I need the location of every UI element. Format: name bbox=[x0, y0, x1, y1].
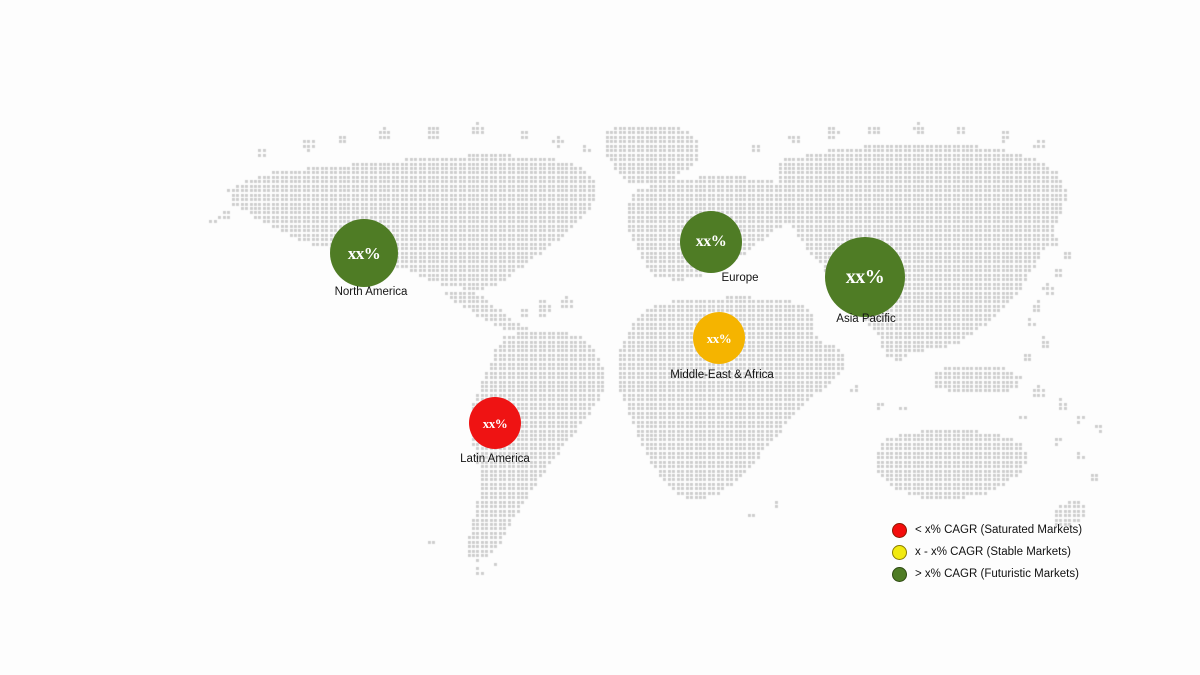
legend-item-label: < x% CAGR (Saturated Markets) bbox=[915, 524, 1083, 536]
region-bubble-value: xx% bbox=[482, 415, 508, 431]
region-bubble-middle-east-africa[interactable]: xx% bbox=[693, 312, 745, 364]
region-label-latin-america: Latin America bbox=[460, 453, 530, 465]
legend-item-label: > x% CAGR (Futuristic Markets) bbox=[915, 568, 1079, 580]
region-label-europe: Europe bbox=[721, 272, 759, 284]
region-label-middle-east-africa: Middle-East & Africa bbox=[670, 369, 774, 381]
region-bubble-europe[interactable]: xx% bbox=[680, 211, 742, 273]
legend-item[interactable]: > x% CAGR (Futuristic Markets) bbox=[892, 563, 1082, 585]
map-legend: < x% CAGR (Saturated Markets) x - x% CAGR… bbox=[892, 519, 1082, 585]
region-label-asia-pacific: Asia Pacific bbox=[836, 313, 896, 325]
legend-item[interactable]: < x% CAGR (Saturated Markets) bbox=[892, 519, 1082, 541]
region-bubble-asia-pacific[interactable]: xx% bbox=[825, 237, 905, 317]
legend-marker-icon bbox=[892, 566, 907, 582]
region-bubble-value: xx% bbox=[347, 243, 381, 263]
legend-item[interactable]: x - x% CAGR (Stable Markets) bbox=[892, 541, 1082, 563]
region-bubble-value: xx% bbox=[706, 330, 732, 346]
region-bubble-value: xx% bbox=[695, 233, 727, 250]
region-bubble-north-america[interactable]: xx% bbox=[330, 219, 398, 287]
region-bubble-value: xx% bbox=[845, 266, 885, 288]
region-label-north-america: North America bbox=[334, 286, 408, 298]
legend-marker-icon bbox=[892, 522, 907, 538]
legend-item-label: x - x% CAGR (Stable Markets) bbox=[915, 546, 1071, 558]
region-bubble-latin-america[interactable]: xx% bbox=[469, 397, 521, 449]
legend-marker-icon bbox=[892, 544, 907, 560]
